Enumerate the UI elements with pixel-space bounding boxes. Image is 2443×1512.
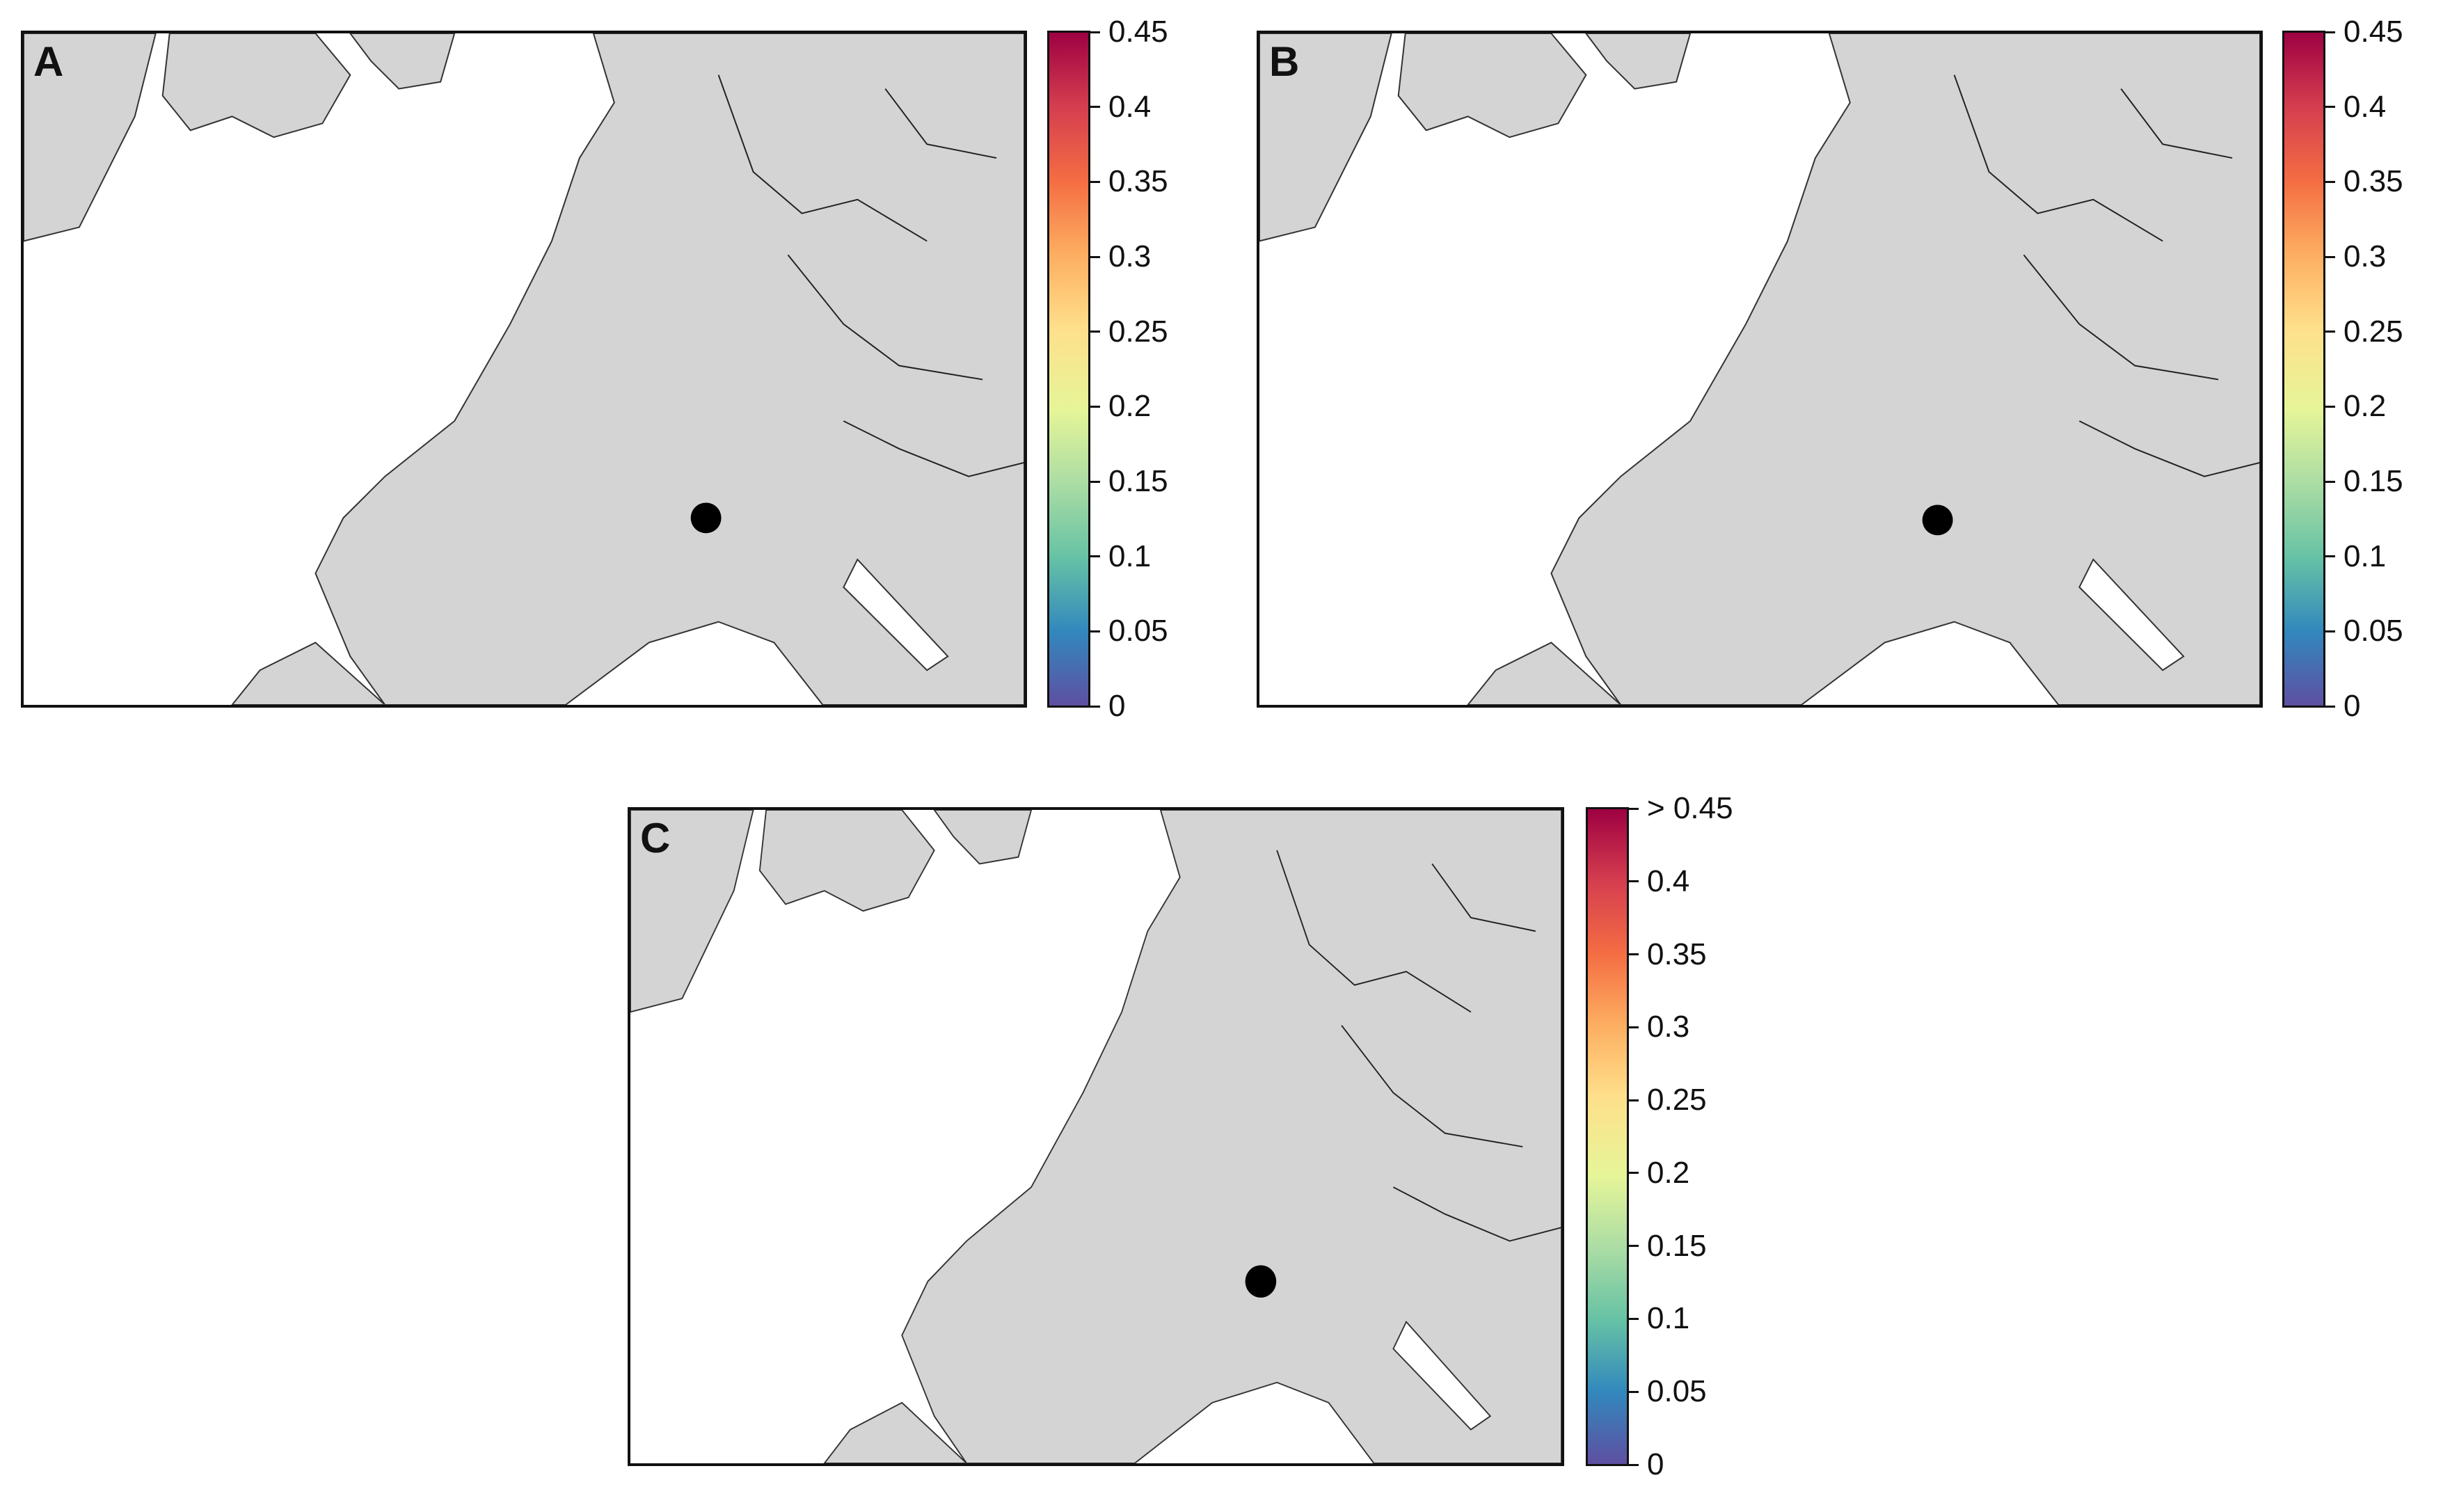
location-marker	[1245, 1265, 1277, 1298]
panel-label: C	[640, 815, 671, 861]
colorbar-tick-label: 0.2	[2343, 389, 2387, 424]
colorbar-tick	[1629, 1099, 1639, 1101]
colorbar-tick	[1629, 880, 1639, 883]
colorbar-tick	[1629, 1463, 1639, 1466]
map-b	[1259, 33, 2260, 705]
location-marker	[1922, 504, 1953, 536]
basemap	[24, 33, 1024, 705]
location-marker	[690, 502, 722, 534]
colorbar-tick	[1090, 405, 1100, 408]
colorbar-tick-label: 0	[1108, 689, 1126, 723]
colorbar-tick-label: 0.1	[1108, 539, 1152, 573]
colorbar-tick-label: 0.2	[1647, 1155, 1690, 1190]
colorbar-tick	[1090, 480, 1100, 483]
colorbar-tick	[1629, 1317, 1639, 1320]
colorbar-tick-label: 0.4	[1108, 89, 1152, 124]
map-panel-b: B	[1257, 31, 2263, 708]
colorbar-tick	[1090, 705, 1100, 708]
colorbar-ticks-b: 0 0.05 0.1 0.15 0.2 0.25 0.3 0.35 0.4 0.45	[2325, 17, 2442, 722]
colorbar-ticks-c: 0 0.05 0.1 0.15 0.2 0.25 0.3 0.35 0.4 > 0.45	[1629, 793, 1810, 1480]
colorbar-tick	[1629, 1026, 1639, 1028]
colorbar-tick	[1090, 106, 1100, 109]
colorbar-tick-label: 0	[1647, 1447, 1664, 1481]
colorbar-tick-label: 0	[2343, 689, 2361, 723]
colorbar-tick	[1090, 255, 1100, 258]
colorbar-tick-label: 0.15	[1108, 464, 1168, 498]
colorbar-tick	[2325, 106, 2335, 109]
colorbar-tick	[1090, 555, 1100, 558]
colorbar-tick	[2325, 31, 2335, 33]
colorbar-tick	[1090, 31, 1100, 33]
map-panel-a: A	[21, 31, 1027, 708]
colorbar-tick	[2325, 331, 2335, 333]
colorbar-tick-label: 0.35	[1108, 164, 1168, 199]
colorbar-tick-label: 0.15	[1647, 1228, 1707, 1263]
colorbar-tick	[1629, 1390, 1639, 1393]
colorbar-tick	[2325, 705, 2335, 708]
colorbar-tick	[1629, 1172, 1639, 1175]
colorbar-tick-label: 0.15	[2343, 464, 2403, 498]
colorbar-tick	[1629, 953, 1639, 956]
colorbar-tick-label: 0.25	[1647, 1083, 1707, 1117]
colorbar-tick-label: > 0.45	[1647, 791, 1733, 825]
colorbar-tick-label: 0.45	[2343, 15, 2403, 49]
map-c	[630, 810, 1561, 1463]
colorbar-tick-label: 0.2	[1108, 389, 1152, 424]
basemap	[1259, 33, 2260, 705]
colorbar-tick	[1090, 630, 1100, 632]
map-a	[24, 33, 1024, 705]
colorbar-a	[1047, 31, 1090, 708]
colorbar-tick-label: 0.4	[1647, 864, 1690, 898]
colorbar-tick-label: 0.3	[1108, 239, 1152, 273]
colorbar-c	[1586, 807, 1629, 1466]
basemap	[630, 810, 1561, 1463]
colorbar-tick-label: 0.1	[2343, 539, 2387, 573]
map-panel-c: C	[628, 807, 1564, 1466]
colorbar-tick	[2325, 180, 2335, 183]
colorbar-tick	[1629, 1245, 1639, 1248]
colorbar-tick-label: 0.25	[2343, 314, 2403, 349]
colorbar-tick-label: 0.4	[2343, 89, 2387, 124]
colorbar-tick-label: 0.45	[1108, 15, 1168, 49]
colorbar-tick-label: 0.25	[1108, 314, 1168, 349]
colorbar-tick-label: 0.1	[1647, 1301, 1690, 1336]
colorbar-tick-label: 0.35	[1647, 937, 1707, 971]
colorbar-tick	[2325, 555, 2335, 558]
colorbar-tick-label: 0.35	[2343, 164, 2403, 199]
colorbar-tick-label: 0.05	[2343, 614, 2403, 648]
colorbar-tick	[1629, 807, 1639, 810]
colorbar-tick-label: 0.05	[1108, 614, 1168, 648]
colorbar-ticks-a: 0 0.05 0.1 0.15 0.2 0.25 0.3 0.35 0.4 0.45	[1090, 17, 1230, 722]
colorbar-tick-label: 0.3	[2343, 239, 2387, 273]
colorbar-tick	[1090, 331, 1100, 333]
colorbar-tick	[2325, 255, 2335, 258]
colorbar-b	[2282, 31, 2325, 708]
colorbar-tick	[2325, 405, 2335, 408]
colorbar-tick-label: 0.3	[1647, 1010, 1690, 1044]
colorbar-tick	[1090, 180, 1100, 183]
panel-label: B	[1269, 38, 1300, 85]
panel-label: A	[33, 38, 64, 85]
colorbar-tick	[2325, 480, 2335, 483]
colorbar-tick-label: 0.05	[1647, 1374, 1707, 1409]
colorbar-tick	[2325, 630, 2335, 632]
